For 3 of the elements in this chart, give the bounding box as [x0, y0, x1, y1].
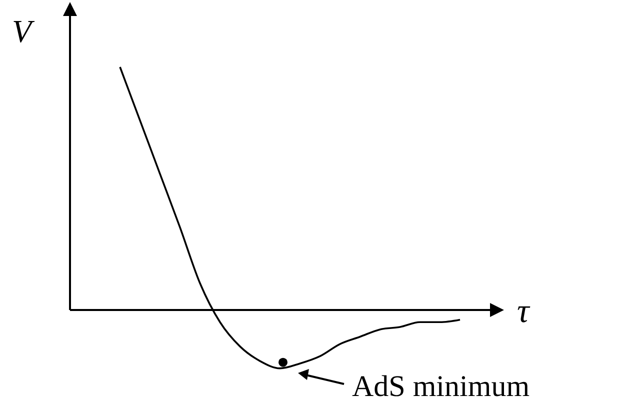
x-axis-title: τ — [517, 293, 531, 330]
y-axis-title: V — [12, 13, 35, 49]
text: AdS minimum — [352, 370, 530, 403]
